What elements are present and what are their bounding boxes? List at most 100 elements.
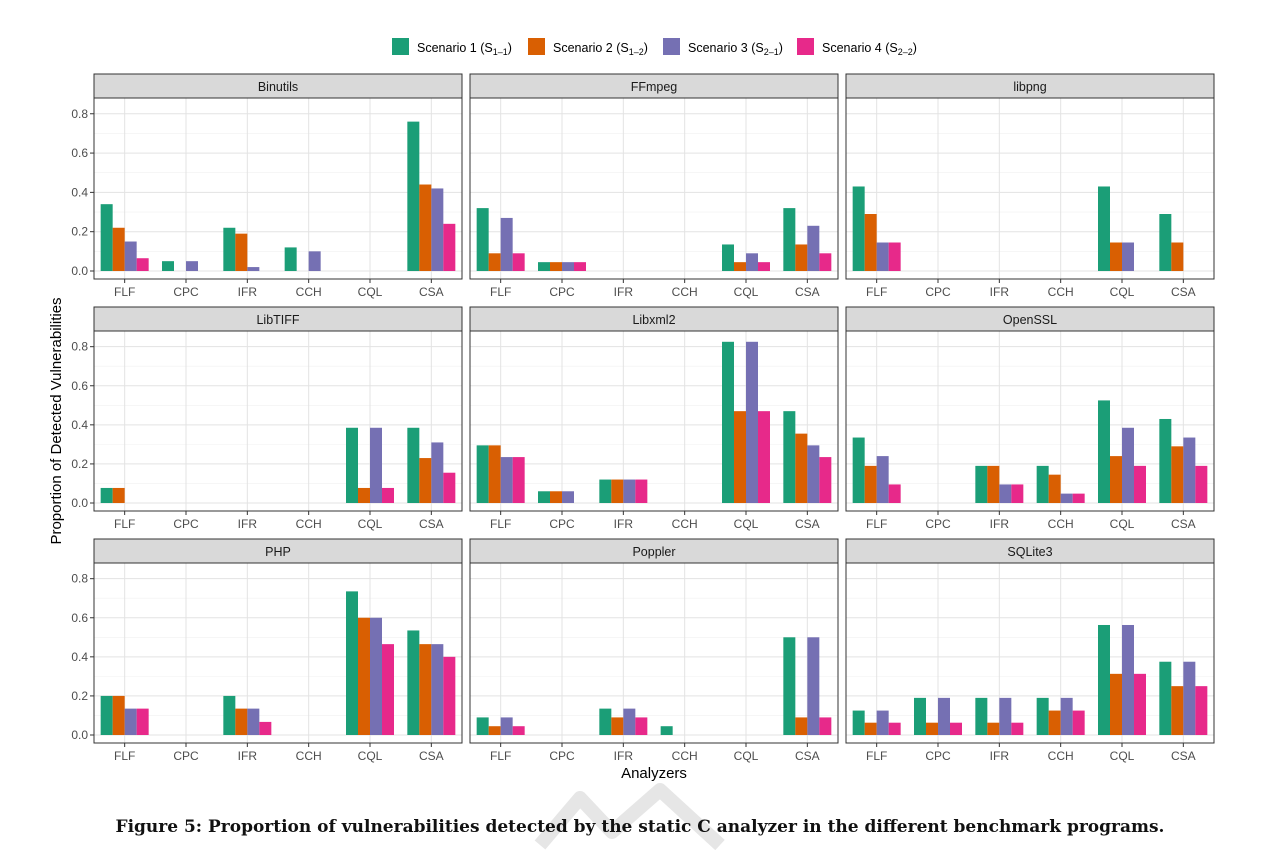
bar-cpc-s3 [938, 697, 950, 735]
bar-cql-s4 [382, 487, 394, 503]
x-tick-label: CCH [296, 285, 322, 299]
bar-flf-s1 [100, 695, 113, 735]
bar-ifr-s2 [611, 717, 624, 735]
x-tick-label: IFR [238, 749, 258, 763]
panel-sqlite3: SQLite3 FLF CPC IFR CCH CQL CSA [845, 538, 1215, 763]
bar-csa-s4 [1195, 686, 1208, 735]
bar-flf-s4 [512, 726, 525, 735]
bar-flf-s3 [500, 457, 513, 503]
panel-title: PHP [265, 545, 291, 559]
panel-binutils: Binutils 0.0 0.2 0.4 0.6 0.8 FLF CPC IFR CCH CQL CS… [71, 73, 463, 299]
x-tick-label: CSA [795, 749, 820, 763]
x-tick-label: CPC [925, 285, 951, 299]
bar-cpc-s2 [550, 491, 562, 503]
bar-csa-s1 [783, 411, 796, 503]
x-tick-label: FLF [866, 517, 887, 531]
bar-flf-s4 [136, 258, 149, 271]
bar-ifr-s2 [611, 479, 624, 503]
bar-cpc-s4 [950, 722, 962, 735]
bar-csa-s2 [419, 458, 432, 503]
panel-libxml2: Libxml2 FLF CPC IFR CCH CQL CSA [469, 306, 839, 531]
bar-flf-s4 [888, 484, 901, 503]
panel-title: Poppler [632, 545, 675, 559]
plot-area [846, 331, 1214, 511]
bar-csa-s3 [431, 644, 444, 735]
bar-ifr-s1 [223, 227, 236, 271]
x-tick-label: CSA [1171, 285, 1196, 299]
y-tick-label: 0.8 [71, 107, 88, 121]
bar-csa-s4 [819, 253, 832, 271]
x-tick-label: FLF [114, 517, 135, 531]
bar-csa-s1 [1159, 661, 1172, 735]
y-tick-label: 0.4 [71, 418, 88, 432]
panel-strip [469, 306, 839, 332]
x-tick-label: CQL [1110, 285, 1135, 299]
bar-flf-s3 [876, 242, 889, 271]
bar-csa-s4 [1195, 465, 1208, 503]
y-axis-label: Proportion of Detected Vulnerabilities [48, 297, 65, 544]
bar-ifr-s1 [975, 465, 988, 503]
bar-csa-s1 [1159, 214, 1172, 271]
bar-flf-s2 [864, 722, 877, 735]
x-tick-label: FLF [866, 749, 887, 763]
bar-csa-s3 [431, 442, 444, 503]
bar-ifr-s2 [987, 722, 1000, 735]
bar-flf-s1 [476, 717, 489, 735]
x-tick-label: FLF [490, 285, 511, 299]
plot-area [846, 98, 1214, 279]
bar-flf-s3 [876, 456, 889, 503]
figure-caption: Figure 5: Proportion of vulnerabilities … [115, 817, 1165, 837]
bar-cql-s1 [1098, 400, 1110, 503]
panel-strip [469, 538, 839, 564]
bar-flf-s3 [876, 710, 889, 735]
bar-csa-s3 [807, 637, 820, 735]
x-tick-label: CCH [1048, 517, 1074, 531]
legend-swatch [797, 38, 814, 55]
x-tick-label: CQL [1110, 749, 1135, 763]
bar-cch-s3 [308, 251, 321, 271]
x-tick-label: CPC [173, 517, 199, 531]
bar-cql-s2 [358, 487, 370, 503]
bar-flf-s1 [852, 437, 865, 503]
bar-flf-s1 [100, 204, 113, 271]
bar-ifr-s4 [635, 717, 648, 735]
y-tick-label: 0.2 [71, 689, 88, 703]
bar-cql-s1 [722, 244, 734, 271]
bar-flf-s1 [476, 445, 489, 503]
x-tick-label: CCH [672, 285, 698, 299]
bar-flf-s2 [112, 227, 125, 271]
x-tick-label: CSA [1171, 517, 1196, 531]
bar-csa-s1 [407, 121, 420, 271]
legend-label: Scenario 1 (S1–1) [417, 41, 512, 57]
bar-flf-s3 [500, 217, 513, 271]
x-tick-label: CSA [419, 517, 444, 531]
bar-flf-s1 [852, 710, 865, 735]
bar-cql-s4 [758, 411, 770, 503]
y-tick-label: 0.0 [71, 496, 88, 510]
x-tick-label: IFR [614, 517, 634, 531]
x-tick-label: IFR [614, 285, 634, 299]
x-tick-label: CQL [358, 749, 383, 763]
x-tick-label: CQL [734, 517, 759, 531]
bar-cpc-s4 [574, 262, 586, 271]
bar-csa-s2 [795, 433, 808, 503]
bar-cpc-s3 [562, 262, 574, 271]
bar-csa-s2 [1171, 242, 1184, 271]
y-tick-label: 0.6 [71, 611, 88, 625]
x-tick-label: FLF [114, 285, 135, 299]
x-tick-label: CPC [173, 749, 199, 763]
legend: Scenario 1 (S1–1) Scenario 2 (S1–2) Scenar… [392, 38, 917, 57]
x-tick-label: CSA [795, 517, 820, 531]
bar-csa-s1 [783, 637, 796, 735]
bar-cch-s2 [1048, 474, 1061, 503]
bar-cpc-s1 [914, 697, 926, 735]
bar-flf-s1 [852, 186, 865, 271]
y-tick-label: 0.6 [71, 379, 88, 393]
y-tick-label: 0.2 [71, 225, 88, 239]
x-tick-label: CSA [419, 749, 444, 763]
panel-title: FFmpeg [631, 80, 678, 94]
bar-ifr-s1 [599, 708, 612, 735]
x-tick-label: CPC [925, 749, 951, 763]
bar-csa-s2 [419, 644, 432, 735]
